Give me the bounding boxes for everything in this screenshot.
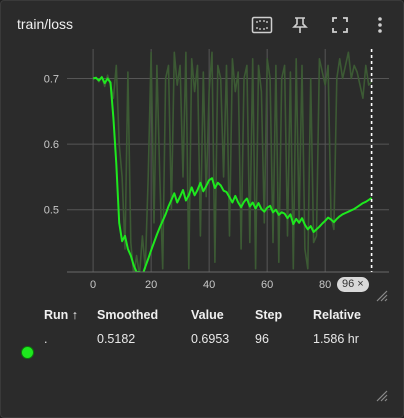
more-options-button[interactable] [368,13,392,37]
fullscreen-icon [332,17,348,33]
pin-icon [292,17,308,33]
raw-value: 0.6953 [191,332,230,346]
raw-series-line [92,51,373,272]
loss-chart[interactable]: 0.7 0.6 0.5 0 20 40 60 80 [1,41,404,297]
run-name: . [44,332,48,346]
value-column-header[interactable]: Value [191,308,224,322]
run-header-label: Run [44,308,69,322]
fit-domain-button[interactable] [250,13,274,37]
card-resize-icon[interactable] [374,388,388,402]
y-tick-label: 0.6 [44,139,59,151]
smoothed-series-line [92,76,373,272]
x-tick-label: 80 [319,279,331,291]
step-cursor-value: 96 [342,278,355,290]
fit-domain-icon [251,16,273,34]
relative-column-header[interactable]: Relative [313,308,361,322]
relative-time: 1.586 hr [313,332,359,346]
x-tick-label: 0 [90,279,96,291]
run-column-header[interactable]: Run ↑ [44,308,78,322]
sort-arrow-icon: ↑ [71,308,79,322]
y-tick-label: 0.7 [44,74,59,86]
smoothed-column-header[interactable]: Smoothed [97,308,159,322]
x-tick-label: 60 [261,279,273,291]
more-vert-icon [378,17,382,33]
pin-button[interactable] [288,13,312,37]
fullscreen-button[interactable] [328,13,352,37]
step-value: 96 [255,332,269,346]
step-cursor-chip[interactable]: 96 × [337,277,369,292]
resize-handle-icon[interactable] [374,288,388,302]
step-column-header[interactable]: Step [255,308,283,322]
run-color-dot [21,346,34,359]
y-tick-label: 0.5 [44,205,59,217]
card-title: train/loss [17,16,74,32]
smoothed-value: 0.5182 [97,332,136,346]
x-tick-label: 40 [203,279,215,291]
close-icon[interactable]: × [357,278,364,290]
x-tick-label: 20 [145,279,157,291]
